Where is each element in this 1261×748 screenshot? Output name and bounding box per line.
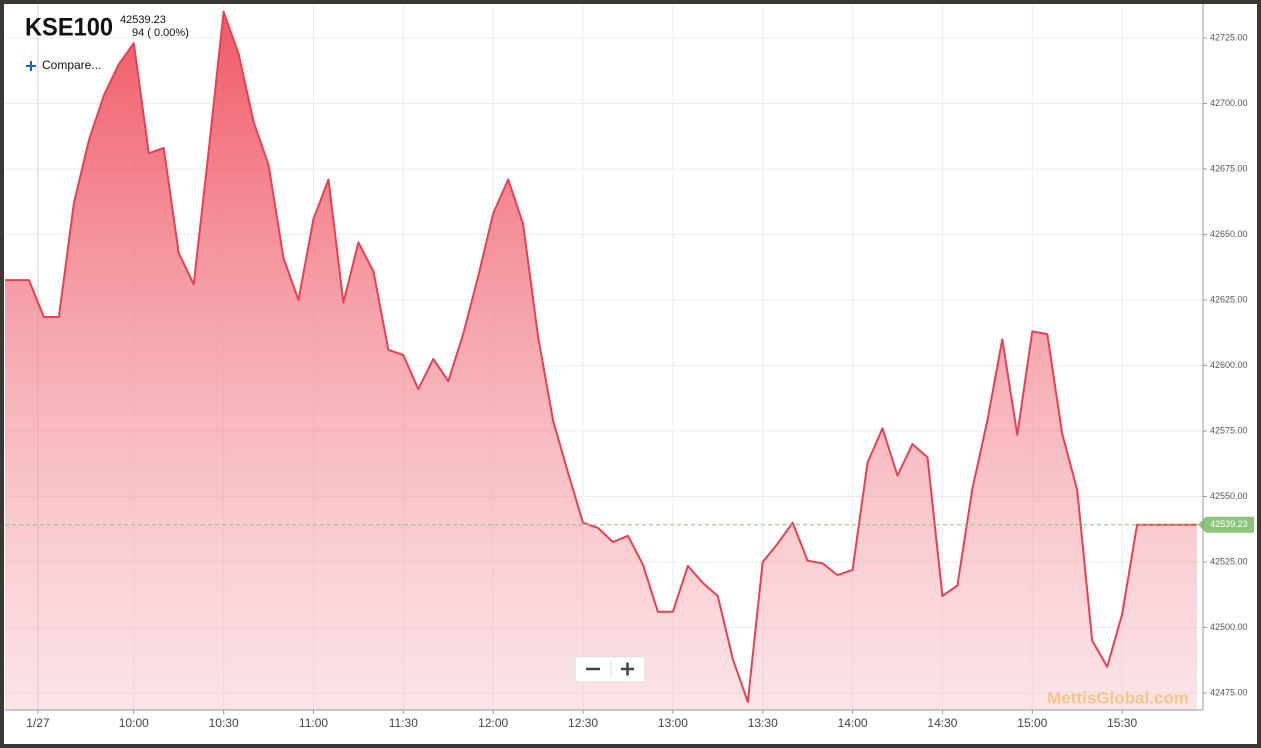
x-tick-label: 14:00 <box>838 716 868 730</box>
zoom-in[interactable] <box>621 662 634 676</box>
y-tick-label: 42525.00 <box>1210 556 1248 566</box>
x-tick-label: 13:00 <box>658 716 688 730</box>
y-tick-label: 42700.00 <box>1210 98 1248 108</box>
overlay: 42539.23 <box>5 516 1254 533</box>
x-tick-label: 1/27 <box>26 716 50 730</box>
compare-label[interactable]: Compare... <box>42 58 101 72</box>
x-tick-label: 12:00 <box>478 716 508 730</box>
x-tick-label: 11:00 <box>299 716 328 730</box>
x-tick-label: 15:30 <box>1107 716 1137 730</box>
last-price: 42539.23 <box>120 14 166 26</box>
x-tick-label: 12:30 <box>568 716 598 730</box>
y-tick-label: 42550.00 <box>1210 491 1248 501</box>
x-tick-label: 15:00 <box>1017 716 1047 730</box>
x-tick-label: 11:30 <box>389 716 418 730</box>
chart-title: KSE100 <box>25 14 113 42</box>
last-price-tag-label: 42539.23 <box>1210 519 1248 529</box>
y-tick-label: 42725.00 <box>1210 32 1248 42</box>
y-tick-label: 42500.00 <box>1210 622 1248 632</box>
y-tick-label: 42625.00 <box>1210 294 1248 304</box>
zoom-controls <box>574 656 646 683</box>
x-tick-label: 13:30 <box>748 716 778 730</box>
last-price-tag <box>1198 516 1254 533</box>
series <box>5 10 1197 711</box>
area-fill <box>5 11 1197 711</box>
zoom-box <box>574 656 646 683</box>
compare-button[interactable]: Compare... <box>26 58 101 72</box>
y-tick-label: 42650.00 <box>1210 229 1248 239</box>
x-tick-label: 10:00 <box>119 716 149 730</box>
change: 94 ( 0.00%) <box>132 27 189 39</box>
x-tick-label: 10:30 <box>209 716 239 730</box>
plus-icon <box>26 61 36 71</box>
watermark: MettisGlobal.com <box>1047 688 1189 707</box>
price-line <box>5 10 1197 703</box>
x-tick-label: 14:30 <box>927 716 957 730</box>
y-tick-label: 42600.00 <box>1210 360 1248 370</box>
y-tick-label: 42575.00 <box>1210 425 1248 435</box>
y-tick-label: 42475.00 <box>1210 687 1248 697</box>
y-tick-label: 42675.00 <box>1210 163 1248 173</box>
